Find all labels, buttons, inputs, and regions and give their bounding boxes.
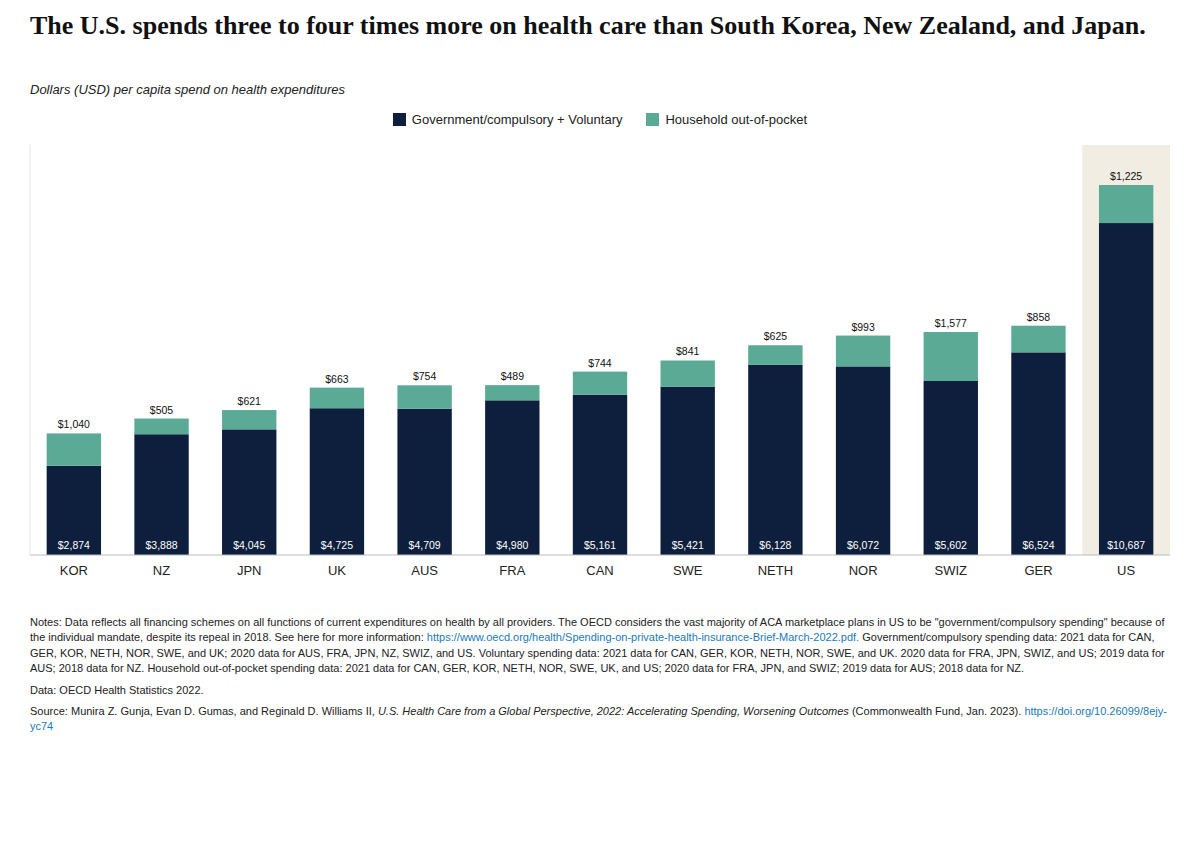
bar — [485, 400, 539, 555]
bar — [47, 466, 101, 555]
x-tick-label: SWE — [673, 563, 703, 578]
subtitle: Dollars (USD) per capita spend on health… — [30, 82, 1170, 97]
legend-item: Government/compulsory + Voluntary — [393, 112, 623, 127]
bar — [397, 409, 451, 555]
y-axis-line — [30, 145, 31, 555]
data-label: $5,161 — [584, 539, 616, 551]
data-label: $993 — [851, 321, 875, 333]
x-tick-label: JPN — [237, 563, 262, 578]
bars — [47, 185, 1154, 555]
labels: $2,874 $3,888 $4,045 $4,725 $4,709 $4,980 $5,1… — [58, 170, 1146, 551]
legend-label: Government/compulsory + Voluntary — [412, 112, 623, 127]
data-label: $1,040 — [58, 418, 90, 430]
data-label: $4,709 — [409, 539, 441, 551]
data-label: $6,072 — [847, 539, 879, 551]
bar — [1099, 185, 1153, 223]
legend-item: Household out-of-pocket — [646, 112, 807, 127]
bar — [134, 434, 188, 555]
notes-paragraph: Notes: Data reflects all financing schem… — [30, 615, 1170, 677]
data-label: $5,602 — [935, 539, 967, 551]
bar — [1011, 352, 1065, 555]
bar — [836, 366, 890, 555]
x-tick-label: AUS — [411, 563, 438, 578]
x-tick-label: US — [1117, 563, 1135, 578]
bar — [310, 388, 364, 409]
note-text: Source: Munira Z. Gunja, Evan D. Gumas, … — [30, 705, 375, 717]
bar — [310, 408, 364, 555]
data-line: Data: OECD Health Statistics 2022. — [30, 683, 1170, 698]
bar — [573, 372, 627, 395]
highlight — [1082, 145, 1170, 555]
bar — [661, 387, 715, 555]
legend: Government/compulsory + Voluntary Househo… — [30, 108, 1170, 130]
data-label: $858 — [1027, 311, 1051, 323]
bar — [573, 395, 627, 555]
x-tick-label: KOR — [60, 563, 88, 578]
bar — [485, 385, 539, 400]
data-label: $1,225 — [1110, 170, 1142, 182]
data-label: $663 — [325, 373, 349, 385]
x-tick-label: NOR — [849, 563, 878, 578]
legend-label: Household out-of-pocket — [665, 112, 807, 127]
bar — [1099, 223, 1153, 555]
x-tick-label: NZ — [153, 563, 170, 578]
note-text: Data: OECD Health Statistics 2022. — [30, 684, 204, 696]
source-line: Source: Munira Z. Gunja, Evan D. Gumas, … — [30, 704, 1170, 735]
chart: $2,874 $3,888 $4,045 $4,725 $4,709 $4,980 $5,1… — [0, 135, 1200, 605]
data-label: $10,687 — [1107, 539, 1145, 551]
bar — [661, 360, 715, 386]
bar — [222, 410, 276, 429]
data-label: $621 — [238, 395, 262, 407]
x-axis-line — [30, 555, 1170, 556]
data-label: $6,128 — [759, 539, 791, 551]
bar — [222, 429, 276, 555]
data-label: $505 — [150, 404, 174, 416]
data-label: $5,421 — [672, 539, 704, 551]
legend-swatch — [393, 113, 406, 126]
x-tick-label: SWIZ — [935, 563, 968, 578]
data-label: $6,524 — [1022, 539, 1054, 551]
data-label: $744 — [588, 357, 612, 369]
data-label: $754 — [413, 370, 437, 382]
bar — [924, 381, 978, 555]
bar — [748, 345, 802, 364]
data-label: $2,874 — [58, 539, 90, 551]
x-tick-label: NETH — [758, 563, 793, 578]
legend-swatch — [646, 113, 659, 126]
bar — [836, 336, 890, 367]
data-label: $489 — [501, 370, 525, 382]
data-label: $841 — [676, 345, 700, 357]
data-label: $4,980 — [496, 539, 528, 551]
data-label: $1,577 — [935, 317, 967, 329]
bar — [134, 419, 188, 435]
bar — [924, 332, 978, 381]
title: The U.S. spends three to four times more… — [30, 10, 1170, 41]
note-text: (Commonwealth Fund, Jan. 2023). — [852, 705, 1021, 717]
bar — [748, 365, 802, 555]
x-tick-label: FRA — [499, 563, 525, 578]
data-label: $4,045 — [233, 539, 265, 551]
x-tick-label: GER — [1024, 563, 1052, 578]
x-tick-label: CAN — [586, 563, 613, 578]
notes: Notes: Data reflects all financing schem… — [30, 615, 1170, 741]
data-label: $4,725 — [321, 539, 353, 551]
x-tick-label: UK — [328, 563, 346, 578]
data-label: $3,888 — [145, 539, 177, 551]
data-label: $625 — [764, 330, 788, 342]
note-text: U.S. Health Care from a Global Perspecti… — [378, 705, 849, 717]
bar — [397, 385, 451, 408]
link-text: https://www.oecd.org/health/Spending-on-… — [427, 631, 859, 643]
bar — [1011, 326, 1065, 353]
bar — [47, 433, 101, 465]
